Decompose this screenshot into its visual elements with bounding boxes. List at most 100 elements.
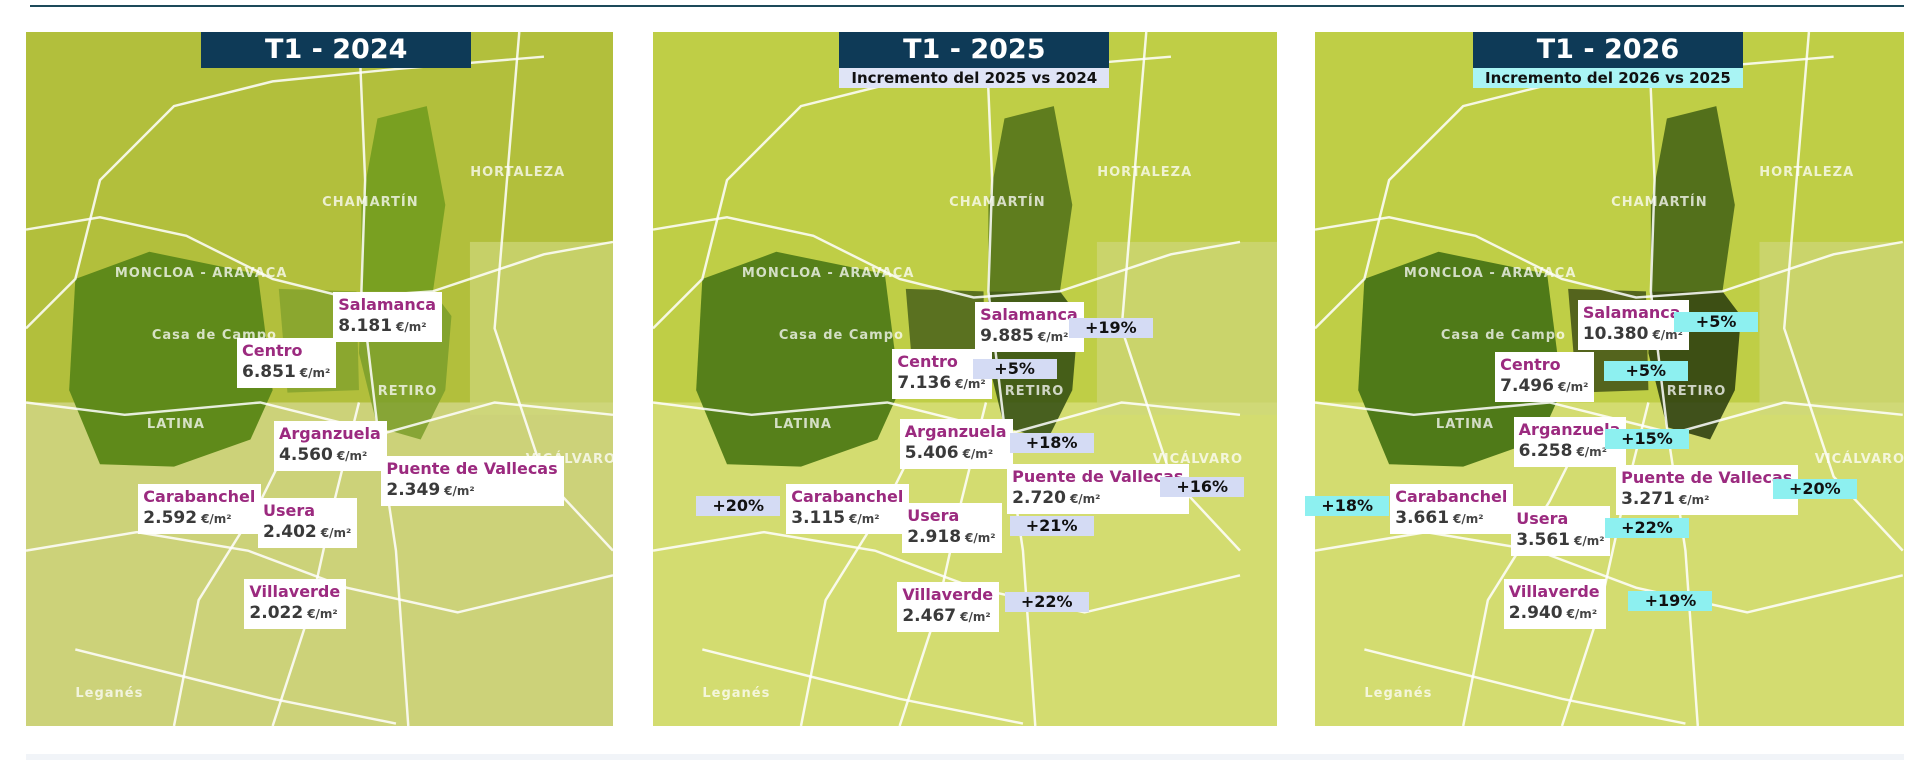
road bbox=[493, 32, 613, 552]
district-price-row: 4.560 €/m² bbox=[279, 444, 381, 467]
district-price: 7.136 bbox=[897, 373, 952, 394]
map-label: VICÁLVARO bbox=[1814, 451, 1906, 467]
road bbox=[26, 55, 545, 330]
district-price: 2.402 bbox=[262, 522, 317, 543]
change-label: +18% bbox=[1305, 495, 1390, 516]
map-label: Leganés bbox=[702, 686, 771, 702]
district-name: Centro bbox=[897, 352, 958, 372]
price-unit: €/m² bbox=[307, 606, 338, 621]
district-name: Salamanca bbox=[980, 305, 1078, 325]
map-label: RETIRO bbox=[1666, 383, 1727, 399]
district-price: 2.592 bbox=[143, 507, 198, 528]
map-label: LATINA bbox=[1435, 417, 1494, 432]
district-price-row: 2.940 €/m² bbox=[1509, 602, 1600, 625]
price-unit: €/m² bbox=[1566, 606, 1598, 621]
moncloa bbox=[69, 251, 273, 467]
district-price: 8.181 bbox=[338, 316, 393, 337]
road bbox=[1315, 530, 1904, 614]
map-east bbox=[469, 241, 613, 415]
panel-title: T1 - 2026 bbox=[1472, 32, 1743, 68]
district-name: Puente de Vallecas bbox=[1621, 468, 1793, 488]
price-unit: €/m² bbox=[1453, 511, 1484, 526]
district-label: Salamanca 8.181 €/m² bbox=[333, 292, 443, 343]
change-label: +5% bbox=[1674, 312, 1759, 333]
chamartin bbox=[988, 106, 1073, 292]
district-price-row: 7.136 €/m² bbox=[897, 372, 985, 395]
district-price: 2.720 bbox=[1012, 487, 1066, 508]
map-label: MONCLOA - ARAVACA bbox=[114, 266, 288, 282]
price-unit: €/m² bbox=[962, 447, 994, 462]
map-label: LATINA bbox=[146, 417, 205, 432]
price-unit: €/m² bbox=[965, 531, 996, 546]
district-price: 3.561 bbox=[1516, 529, 1570, 550]
road bbox=[75, 648, 397, 725]
district-price-row: 2.349 €/m² bbox=[386, 479, 557, 502]
map-label: HORTALEZA bbox=[470, 165, 566, 181]
map-label: HORTALEZA bbox=[1097, 165, 1193, 181]
map-label: RETIRO bbox=[1004, 383, 1065, 399]
district-label: Centro 7.496 €/m² bbox=[1495, 351, 1595, 402]
map-label: CHAMARTÍN bbox=[949, 194, 1046, 210]
district-name: Puente de Vallecas bbox=[1012, 466, 1184, 486]
map-label: MONCLOA - ARAVACA bbox=[1403, 266, 1577, 282]
district-price-row: 7.496 €/m² bbox=[1500, 375, 1588, 398]
district-label: Puente de Vallecas 2.349 €/m² bbox=[381, 456, 564, 507]
bottom-strip bbox=[26, 754, 1904, 760]
district-label: Usera 3.561 €/m² bbox=[1511, 505, 1611, 556]
change-label: +19% bbox=[1628, 591, 1713, 611]
price-unit: €/m² bbox=[299, 366, 331, 381]
district-price: 2.940 bbox=[1508, 602, 1563, 623]
district-label: Villaverde 2.022 €/m² bbox=[244, 578, 347, 629]
district-price: 6.851 bbox=[242, 362, 296, 383]
price-unit: €/m² bbox=[1678, 493, 1710, 508]
district-label: Arganzuela 4.560 €/m² bbox=[274, 420, 387, 471]
district-name: Centro bbox=[1500, 354, 1561, 374]
price-unit: €/m² bbox=[396, 320, 427, 335]
district-price-row: 3.561 €/m² bbox=[1516, 529, 1604, 552]
road bbox=[653, 401, 1241, 435]
panel-title: T1 - 2025 bbox=[839, 32, 1110, 68]
district-name: Arganzuela bbox=[1518, 420, 1621, 439]
district-price-row: 2.022 €/m² bbox=[249, 602, 340, 625]
district-label: Carabanchel 3.661 €/m² bbox=[1390, 483, 1514, 534]
change-label: +16% bbox=[1160, 477, 1245, 498]
district-price: 5.406 bbox=[904, 443, 959, 464]
district-price-row: 8.181 €/m² bbox=[338, 315, 436, 338]
road bbox=[1647, 32, 1700, 726]
map-label: CHAMARTÍN bbox=[1611, 194, 1708, 210]
map-label: VICÁLVARO bbox=[1152, 451, 1244, 467]
road bbox=[357, 32, 410, 726]
panel-subtitle: Incremento del 2025 vs 2024 bbox=[839, 68, 1110, 88]
district-name: Arganzuela bbox=[279, 423, 381, 443]
district-name: Usera bbox=[262, 501, 316, 521]
district-label: Puente de Vallecas 3.271 €/m² bbox=[1616, 465, 1799, 516]
map-label: HORTALEZA bbox=[1759, 165, 1855, 181]
district-price: 10.380 bbox=[1582, 323, 1649, 344]
district-price-row: 2.402 €/m² bbox=[263, 521, 351, 544]
road bbox=[653, 530, 1241, 614]
moncloa bbox=[696, 251, 900, 467]
panel-title: T1 - 2024 bbox=[201, 32, 472, 68]
district-price-row: 9.885 €/m² bbox=[980, 325, 1078, 348]
district-price: 2.022 bbox=[249, 602, 304, 623]
road bbox=[653, 215, 1241, 299]
change-label: +22% bbox=[1004, 592, 1089, 613]
district-price: 2.349 bbox=[386, 480, 441, 501]
district-label: Salamanca 10.380 €/m² bbox=[1577, 299, 1689, 350]
district-price-row: 10.380 €/m² bbox=[1583, 323, 1683, 346]
district-name: Villaverde bbox=[249, 581, 341, 601]
map-label: Casa de Campo bbox=[778, 328, 904, 344]
district-price-row: 6.258 €/m² bbox=[1519, 440, 1621, 463]
district-name: Arganzuela bbox=[904, 422, 1007, 442]
district-price: 6.258 bbox=[1518, 441, 1573, 461]
district-price-row: 3.115 €/m² bbox=[791, 507, 903, 530]
district-name: Centro bbox=[242, 341, 303, 361]
price-unit: €/m² bbox=[1573, 533, 1605, 548]
district-label: Puente de Vallecas 2.720 €/m² bbox=[1007, 463, 1190, 514]
road bbox=[26, 530, 613, 614]
price-unit: €/m² bbox=[1069, 491, 1101, 506]
chamartin bbox=[361, 106, 446, 292]
district-price-row: 2.918 €/m² bbox=[907, 526, 995, 549]
road bbox=[26, 215, 613, 299]
